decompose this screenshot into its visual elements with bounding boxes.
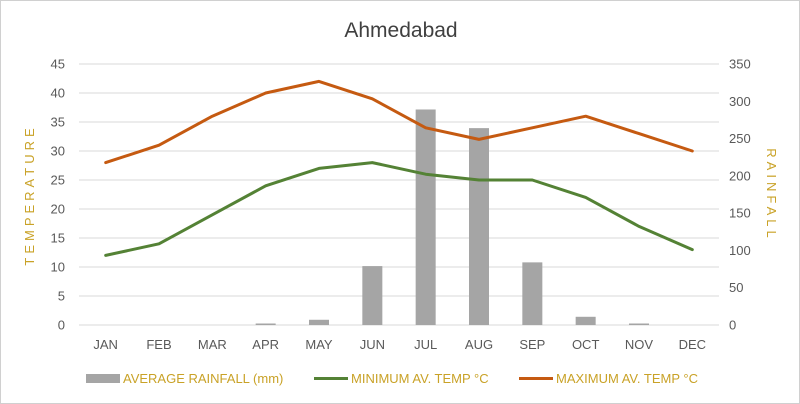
temperature-lines — [104, 79, 694, 257]
x-tick-label: SEP — [519, 337, 545, 352]
rainfall-bar — [522, 262, 543, 325]
left-axis-ticks: 0 5 10 15 20 25 30 35 40 45 — [51, 57, 65, 333]
left-tick-label: 20 — [51, 202, 65, 217]
rainfall-bar — [469, 128, 489, 325]
right-tick-label: 0 — [729, 318, 736, 333]
x-tick-label: DEC — [679, 337, 706, 352]
x-axis-ticks: JAN FEB MAR APR MAY JUN JUL AUG SEP OCT NOV DEC — [93, 337, 706, 352]
right-tick-label: 350 — [729, 57, 751, 72]
x-tick-label: NOV — [625, 337, 654, 352]
right-tick-label: 200 — [729, 168, 751, 183]
legend-swatch-rainfall — [86, 374, 120, 383]
rainfall-bar — [415, 109, 436, 325]
right-axis-ticks: 0 50 100 150 200 250 300 350 — [729, 57, 751, 333]
left-tick-label: 5 — [58, 289, 65, 304]
rainfall-bar — [309, 319, 329, 325]
x-tick-label: FEB — [146, 337, 171, 352]
x-tick-label: MAR — [198, 337, 227, 352]
y-axis-label-right: RAINFALL — [764, 148, 779, 241]
right-tick-label: 100 — [729, 243, 751, 258]
x-tick-label: JUN — [360, 337, 385, 352]
left-tick-label: 10 — [51, 260, 65, 275]
left-tick-label: 35 — [51, 115, 65, 130]
legend-label-min-temp: MINIMUM AV. TEMP °C — [351, 371, 489, 386]
right-tick-label: 150 — [729, 206, 751, 221]
x-tick-label: MAY — [305, 337, 333, 352]
y-axis-label-left: TEMPERATURE — [22, 124, 37, 265]
legend: AVERAGE RAINFALL (mm) MINIMUM AV. TEMP °C… — [86, 371, 698, 386]
right-tick-label: 300 — [729, 94, 751, 109]
x-tick-label: JUL — [414, 337, 437, 352]
right-tick-label: 250 — [729, 131, 751, 146]
x-tick-label: JAN — [93, 337, 118, 352]
rainfall-bar — [362, 266, 383, 325]
left-tick-label: 15 — [51, 231, 65, 246]
left-tick-label: 30 — [51, 144, 65, 159]
left-tick-label: 45 — [51, 57, 65, 72]
max-temp-line — [104, 79, 694, 165]
rainfall-bar — [629, 323, 649, 325]
left-tick-label: 40 — [51, 86, 65, 101]
left-tick-label: 0 — [58, 318, 65, 333]
x-tick-label: AUG — [465, 337, 493, 352]
legend-label-max-temp: MAXIMUM AV. TEMP °C — [556, 371, 698, 386]
right-tick-label: 50 — [729, 280, 743, 295]
x-tick-label: OCT — [572, 337, 600, 352]
min-temp-line — [104, 161, 694, 257]
rainfall-bar — [575, 316, 596, 325]
legend-label-rainfall: AVERAGE RAINFALL (mm) — [123, 371, 283, 386]
chart-title: Ahmedabad — [344, 19, 457, 42]
x-tick-label: APR — [252, 337, 279, 352]
rainfall-bar — [255, 323, 276, 325]
rainfall-bars — [255, 109, 649, 325]
left-tick-label: 25 — [51, 173, 65, 188]
gridlines — [79, 63, 719, 326]
